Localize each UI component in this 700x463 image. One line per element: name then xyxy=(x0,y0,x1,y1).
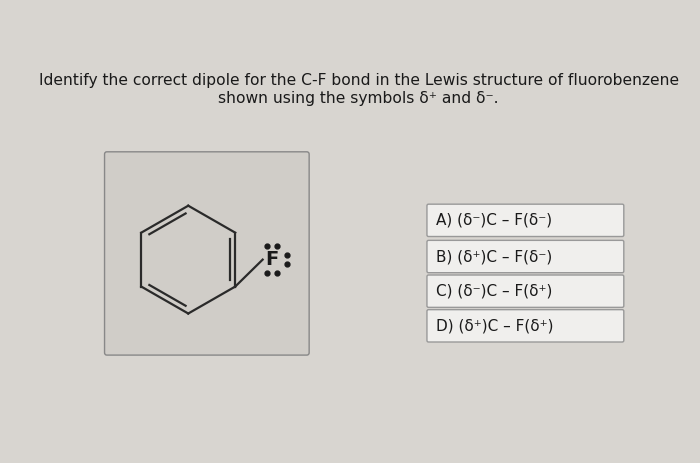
Text: F: F xyxy=(265,250,279,269)
FancyBboxPatch shape xyxy=(427,275,624,307)
Text: C) (δ⁻)C – F(δ⁺): C) (δ⁻)C – F(δ⁺) xyxy=(436,284,552,299)
Text: Identify the correct dipole for the C-F bond in the Lewis structure of fluoroben: Identify the correct dipole for the C-F … xyxy=(38,73,679,88)
FancyBboxPatch shape xyxy=(427,310,624,342)
FancyBboxPatch shape xyxy=(427,204,624,237)
Text: B) (δ⁺)C – F(δ⁻): B) (δ⁺)C – F(δ⁻) xyxy=(436,249,552,264)
Text: shown using the symbols δ⁺ and δ⁻.: shown using the symbols δ⁺ and δ⁻. xyxy=(218,91,499,106)
FancyBboxPatch shape xyxy=(427,240,624,273)
Text: D) (δ⁺)C – F(δ⁺): D) (δ⁺)C – F(δ⁺) xyxy=(436,319,554,333)
Text: A) (δ⁻)C – F(δ⁻): A) (δ⁻)C – F(δ⁻) xyxy=(436,213,552,228)
FancyBboxPatch shape xyxy=(104,152,309,355)
